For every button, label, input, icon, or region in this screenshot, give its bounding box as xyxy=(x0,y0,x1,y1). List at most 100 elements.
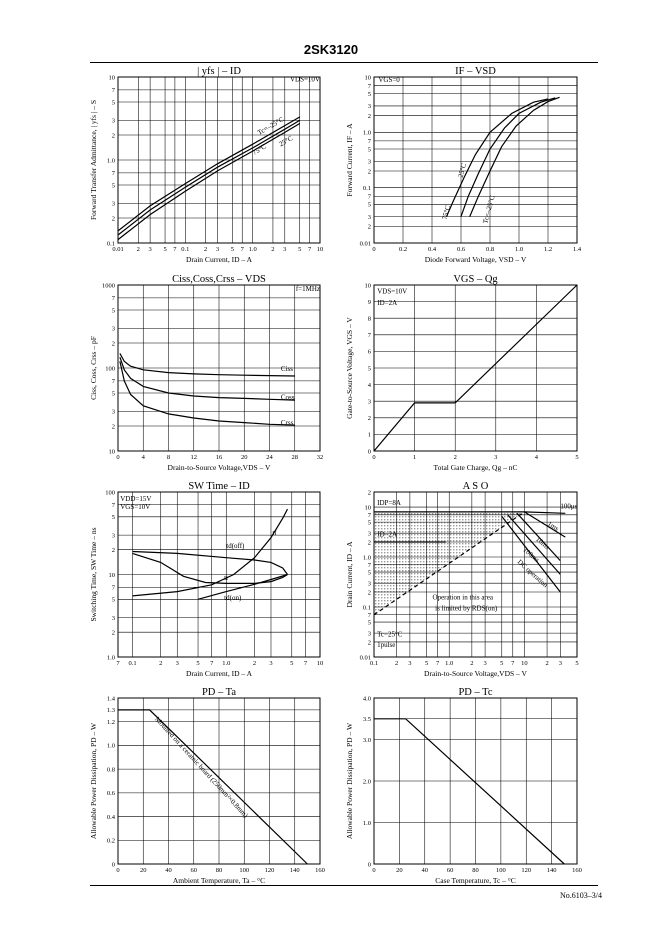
y-tick-label: 3 xyxy=(112,615,115,622)
x-tick-label: 7 xyxy=(173,246,177,253)
y-tick-label: 10 xyxy=(365,282,372,289)
y-tick-label: 10 xyxy=(109,448,116,455)
x-tick-label: 4 xyxy=(142,454,146,461)
y-tick-label: 0.6 xyxy=(107,790,116,797)
x-tick-label: 5 xyxy=(163,246,166,253)
x-tick-label: 4 xyxy=(535,454,539,461)
y-tick-label: 7 xyxy=(112,170,116,177)
chart-annotation: 25°C xyxy=(457,162,469,178)
plot-frame xyxy=(373,284,578,452)
y-tick-label: 0.01 xyxy=(360,240,371,247)
x-tick-label: 0.8 xyxy=(486,246,494,253)
x-tick-label: 3 xyxy=(283,246,286,253)
chart-annotation: VGS=10V xyxy=(120,503,150,511)
x-tick-label: 12 xyxy=(191,454,198,461)
series-line-100ms xyxy=(507,514,561,575)
y-tick-label: 3 xyxy=(368,159,371,166)
page-reference: No.6103–3/4 xyxy=(560,891,602,900)
y-tick-label: 1.0 xyxy=(107,743,115,750)
chart-title: SW Time – ID xyxy=(188,481,250,492)
x-tick-label: 5 xyxy=(231,246,234,253)
y-tick-label: 3 xyxy=(112,118,115,125)
part-number-header: 2SK3120 xyxy=(303,42,359,57)
y-tick-label: 5 xyxy=(368,365,371,372)
y-tick-label: 2 xyxy=(368,589,371,596)
chart-annotation: VDS=10V xyxy=(377,287,407,295)
series-line-coss xyxy=(119,357,295,401)
x-tick-label: 3 xyxy=(269,660,272,667)
y-tick-label: 1.0 xyxy=(363,130,371,137)
y-axis-label: Switching Time, SW Time – ns xyxy=(89,527,98,621)
series-line-tc-25-c xyxy=(117,116,300,232)
y-tick-label: 5 xyxy=(368,202,371,209)
y-tick-label: 5 xyxy=(368,519,371,526)
chart-title: PD – Ta xyxy=(202,687,236,698)
x-tick-label: 5 xyxy=(575,660,578,667)
y-tick-label: 3 xyxy=(368,630,371,637)
x-tick-label: 0 xyxy=(116,867,119,874)
x-tick-label: 3 xyxy=(216,246,219,253)
y-tick-label: 2.0 xyxy=(363,778,371,785)
x-tick-label: 120 xyxy=(521,867,531,874)
y-tick-label: 4 xyxy=(368,382,372,389)
x-tick-label: 80 xyxy=(216,867,223,874)
x-tick-label: 0.01 xyxy=(112,246,123,253)
y-tick-label: 2 xyxy=(368,113,371,120)
y-tick-label: 2 xyxy=(368,639,371,646)
x-axis-label: Ambient Temperature, Ta – °C xyxy=(173,876,265,885)
y-axis-label: Forward Current, IF – A xyxy=(345,123,354,197)
footer-rule xyxy=(90,885,598,886)
y-tick-label: 3 xyxy=(368,399,371,406)
series-line-1ms xyxy=(524,511,566,538)
y-tick-label: 1.2 xyxy=(107,719,115,726)
x-tick-label: 10 xyxy=(317,246,324,253)
y-axis-label: Gate-to-Source Voltage, VGS – V xyxy=(345,317,354,419)
y-tick-label: 7 xyxy=(368,332,372,339)
x-tick-label: 2 xyxy=(253,660,256,667)
x-axis-label: Drain-to-Source Voltage,VDS – V xyxy=(424,669,527,678)
y-tick-label: 3 xyxy=(112,532,115,539)
x-tick-label: 0.1 xyxy=(370,660,378,667)
x-tick-label: 7 xyxy=(436,660,440,667)
x-tick-label: 3 xyxy=(408,660,411,667)
y-axis-label: Allowable Power Dissipation, PD – W xyxy=(89,722,98,839)
y-tick-label: 7 xyxy=(112,378,116,385)
y-tick-label: 3 xyxy=(368,580,371,587)
x-tick-label: 0 xyxy=(116,454,119,461)
y-tick-label: 0 xyxy=(368,448,371,455)
x-tick-label: 2 xyxy=(545,660,548,667)
x-tick-label: 0.2 xyxy=(399,246,407,253)
x-tick-label: 40 xyxy=(165,867,172,874)
y-tick-label: 5 xyxy=(112,390,115,397)
chart-annotation: f=1MHz xyxy=(296,285,320,293)
x-tick-label: 16 xyxy=(216,454,223,461)
chart-annotation: Crss xyxy=(281,419,294,427)
x-tick-label: 60 xyxy=(191,867,198,874)
plot-frame xyxy=(373,491,578,658)
y-axis-label: Forward Transfer Admittance, | yfs | – S xyxy=(89,100,98,220)
x-tick-label: 5 xyxy=(298,246,301,253)
chart-annotation: tf xyxy=(272,529,277,537)
chart-annotation: Coss xyxy=(281,393,295,401)
series-line-25-c xyxy=(460,97,556,217)
x-tick-label: 0.6 xyxy=(457,246,466,253)
y-tick-label: 2 xyxy=(368,539,371,546)
chart-annotation: is limited by RDS(on) xyxy=(435,605,498,613)
y-tick-label: 7 xyxy=(368,612,372,619)
y-tick-label: 0.8 xyxy=(107,766,115,773)
x-tick-label: 24 xyxy=(266,454,273,461)
chart-annotation: td(on) xyxy=(224,594,242,602)
y-tick-label: 3 xyxy=(112,409,115,416)
y-tick-label: 7 xyxy=(112,87,116,94)
y-tick-label: 1.0 xyxy=(107,157,115,164)
y-tick-label: 10 xyxy=(365,74,372,81)
x-tick-label: 3 xyxy=(176,660,179,667)
series-line-75-c xyxy=(445,98,549,217)
x-tick-label: 7 xyxy=(308,246,312,253)
x-tick-label: 28 xyxy=(292,454,299,461)
x-tick-label: 5 xyxy=(290,660,293,667)
